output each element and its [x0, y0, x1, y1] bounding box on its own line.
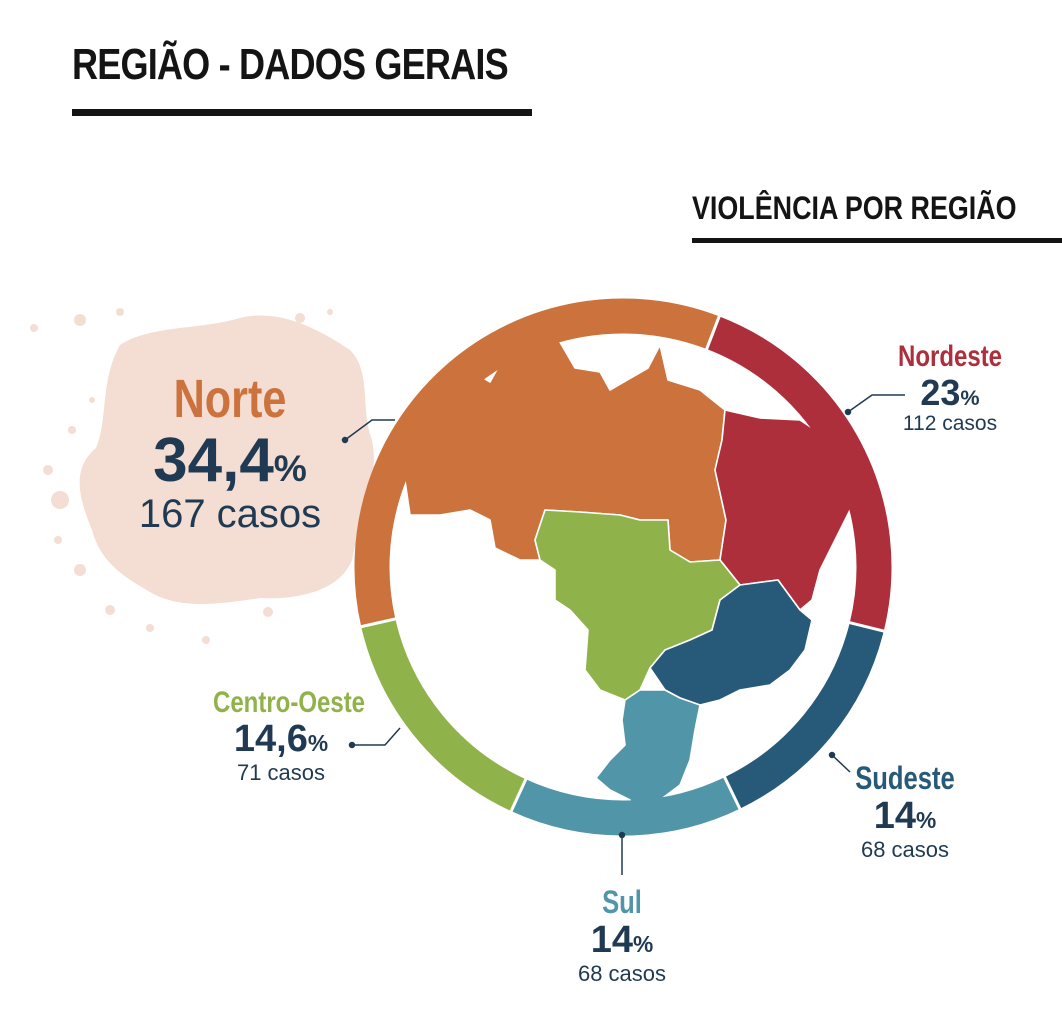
- norte-paint-splash: [30, 308, 374, 644]
- label-norte: Norte 34,4% 167 casos: [120, 368, 340, 537]
- connector-centro-oeste: [352, 727, 401, 746]
- ring-separator: [359, 617, 397, 629]
- page-title: REGIÃO - DADOS GERAIS: [72, 40, 509, 89]
- title-underline: [72, 109, 532, 116]
- label-sudeste-percent: 14%: [873, 795, 937, 837]
- label-centro-oeste-name: Centro-Oeste: [213, 686, 366, 719]
- label-nordeste-cases: 112 casos: [902, 411, 998, 435]
- label-sudeste-cases: 68 casos: [860, 836, 950, 862]
- ring-separator: [848, 621, 886, 633]
- connector-nordeste-dot: [844, 408, 852, 416]
- connector-nordeste: [847, 394, 905, 413]
- map-sudeste: [649, 579, 813, 706]
- label-nordeste: Nordeste 23% 112 casos: [885, 340, 1015, 436]
- label-nordeste-percent: 23%: [920, 372, 980, 413]
- brazil-map: [397, 324, 861, 821]
- label-sul: Sul 14% 68 casos: [560, 884, 684, 987]
- connector-sudeste: [831, 754, 851, 773]
- label-connectors: [341, 394, 905, 875]
- label-sul-cases: 68 casos: [577, 960, 667, 986]
- connector-sudeste-dot: [828, 751, 836, 759]
- ring-segment-sudeste: [724, 622, 884, 809]
- label-sul-name: Sul: [602, 884, 642, 920]
- label-nordeste-name: Nordeste: [898, 340, 1003, 373]
- connector-norte: [344, 419, 395, 441]
- ring-separator: [704, 314, 721, 351]
- label-sudeste: Sudeste 14% 68 casos: [840, 760, 970, 863]
- connector-sul-dot: [618, 831, 626, 839]
- connector-centro-oeste-dot: [348, 741, 356, 749]
- ring-separator: [722, 775, 742, 811]
- ring-segment-norte: [354, 298, 720, 627]
- label-sudeste-name: Sudeste: [855, 760, 955, 796]
- label-norte-name: Norte: [173, 369, 287, 429]
- chart-title: VIOLÊNCIA POR REGIÃO: [692, 190, 1017, 226]
- chart-title-underline: [692, 238, 1062, 243]
- label-centro-oeste: Centro-Oeste 14,6% 71 casos: [196, 686, 366, 786]
- ring-segment-nordeste: [706, 316, 892, 632]
- ring-separator: [509, 777, 528, 813]
- label-norte-percent: 34,4%: [153, 426, 307, 495]
- connector-norte-dot: [341, 436, 349, 444]
- ring-segments: [354, 298, 892, 836]
- label-centro-oeste-cases: 71 casos: [236, 759, 326, 785]
- ring-segment-sul: [511, 777, 740, 836]
- label-norte-cases: 167 casos: [138, 492, 322, 536]
- label-centro-oeste-percent: 14,6%: [233, 718, 329, 760]
- ring-segment-centro-oeste: [361, 618, 526, 812]
- label-sul-percent: 14%: [590, 919, 654, 961]
